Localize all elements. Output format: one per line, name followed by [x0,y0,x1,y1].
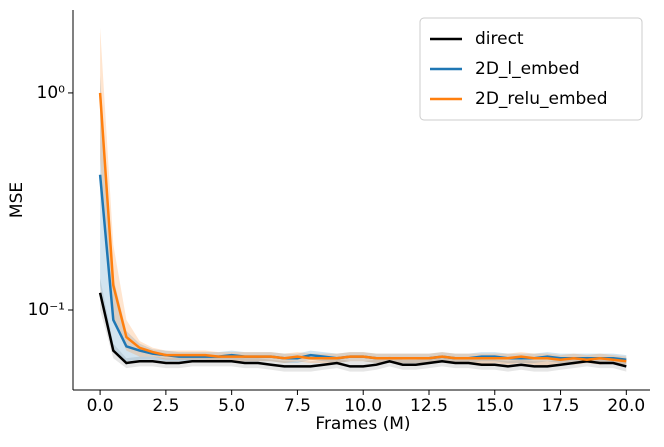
legend-box [419,17,643,121]
x-tick-label: 20.0 [607,396,645,416]
x-tick-label: 7.5 [284,396,311,416]
legend: direct 2D_l_embed 2D_relu_embed [419,17,643,121]
x-tick-label: 15.0 [476,396,514,416]
legend-label: direct [475,29,524,49]
line [98,92,627,363]
legend-label: 2D_l_embed [475,59,580,79]
y-tick-label: 10⁰ [37,83,66,103]
x-axis-label: Frames (M) [315,414,410,434]
x-tick-label: 12.5 [410,396,448,416]
line [98,292,627,368]
x-tick-label: 17.5 [542,396,580,416]
legend-label: 2D_relu_embed [475,89,608,109]
y-axis-label: MSE [7,182,27,218]
x-tick-label: 2.5 [152,396,179,416]
x-tick-label: 0.0 [87,396,114,416]
x-tick-label: 5.0 [218,396,245,416]
x-tick-label: 10.0 [344,396,382,416]
y-tick-label: 10⁻¹ [28,300,65,320]
line [98,174,627,361]
